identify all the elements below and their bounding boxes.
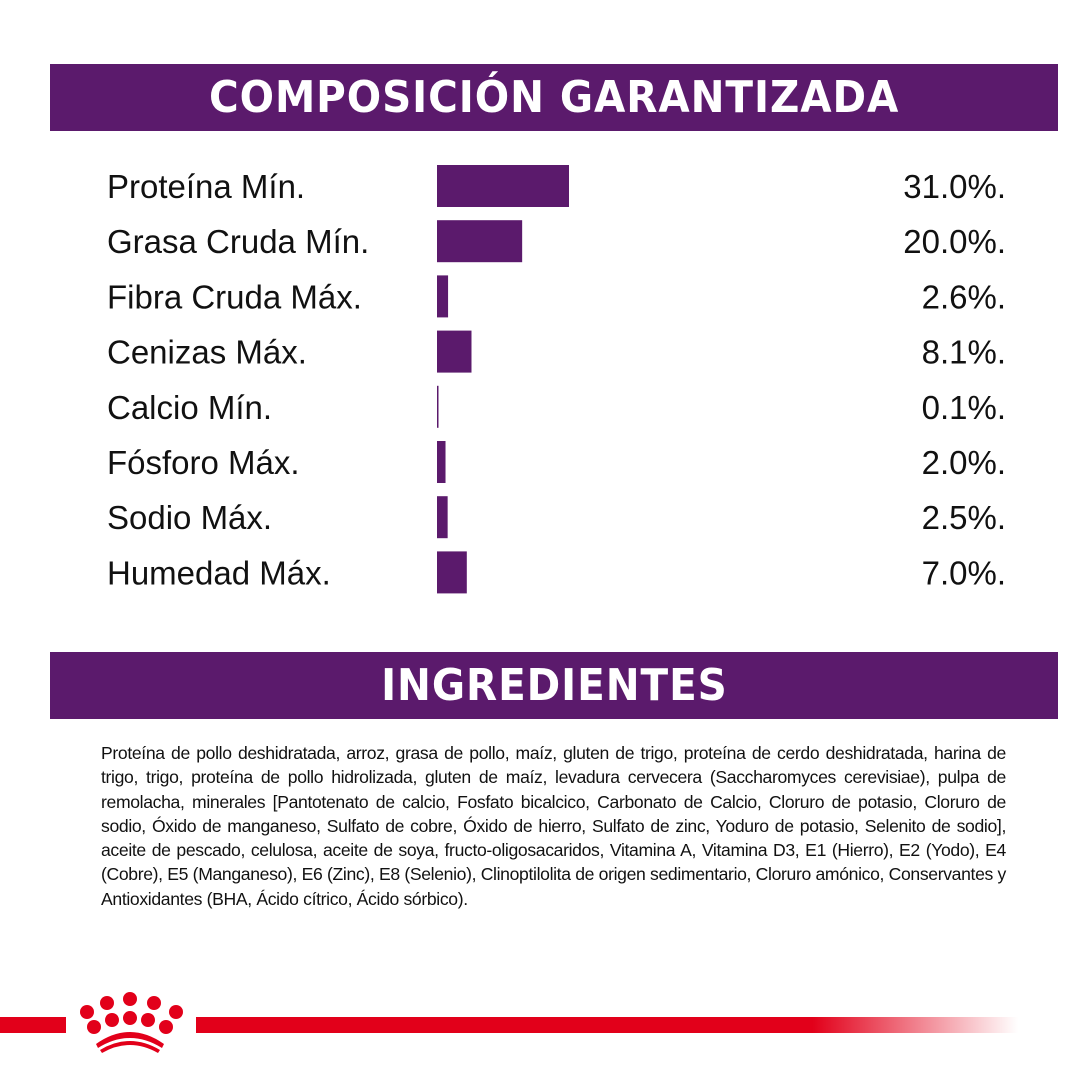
composition-chart: Proteína Mín. 31.0%. Grasa Cruda Mín. 20.0%… [107,165,1006,594]
value-label: 8.1%. [922,334,1006,371]
value-label: 2.5%. [922,499,1006,536]
crown-logo-icon [80,992,183,1053]
category-label: Fósforo Máx. [107,444,300,481]
bar [437,275,449,318]
brand-footer [0,992,1018,1053]
composition-header: COMPOSICIÓN GARANTIZADA [50,64,1058,131]
ingredients-title: INGREDIENTES [380,660,728,711]
value-label: 0.1%. [922,389,1006,426]
value-label: 20.0%. [903,223,1006,260]
category-label: Calcio Mín. [107,389,272,426]
composition-title: COMPOSICIÓN GARANTIZADA [208,72,900,123]
value-label: 7.0%. [922,554,1006,591]
value-label: 2.0%. [922,444,1006,481]
value-label: 2.6%. [922,278,1006,315]
category-label: Grasa Cruda Mín. [107,223,369,260]
category-label: Proteína Mín. [107,168,305,205]
red-line-right [196,1017,1018,1033]
bar [437,496,448,539]
bar [437,330,472,373]
category-label: Cenizas Máx. [107,334,307,371]
bar [437,220,523,263]
bar [437,551,467,594]
bar [437,441,446,483]
category-label: Sodio Máx. [107,499,272,536]
bar [437,165,569,207]
value-label: 31.0%. [903,168,1006,205]
category-label: Fibra Cruda Máx. [107,278,362,315]
category-label: Humedad Máx. [107,554,331,591]
bar [437,385,439,428]
red-line-left [0,1017,66,1033]
ingredients-text: Proteína de pollo deshidratada, arroz, g… [101,743,1006,909]
ingredients-header: INGREDIENTES [50,652,1058,719]
